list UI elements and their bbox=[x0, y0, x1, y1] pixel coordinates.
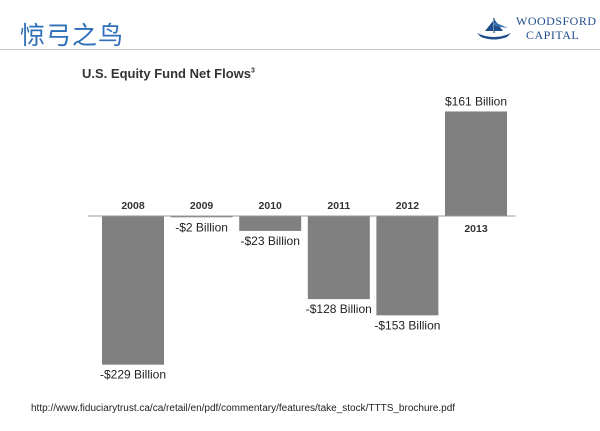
year-label-2013: 2013 bbox=[464, 223, 488, 235]
bar-2009 bbox=[170, 216, 233, 218]
value-label-2011: -$128 Billion bbox=[306, 302, 372, 316]
net-flows-bar-chart: 2008 -$229 Billion 2009 -$2 Billion 2010 -$23… bbox=[88, 94, 516, 382]
year-label-2010: 2010 bbox=[259, 200, 283, 212]
year-label-2012: 2012 bbox=[396, 200, 420, 212]
slide-title: 惊弓之鸟 bbox=[20, 21, 125, 50]
value-label-2008: -$229 Billion bbox=[100, 368, 166, 382]
source-url: http://www.fiduciarytrust.ca/ca/retail/e… bbox=[31, 403, 456, 414]
value-label-2013: $161 Billion bbox=[445, 94, 507, 108]
ship-logo-icon bbox=[477, 18, 511, 40]
bar-2008 bbox=[102, 216, 164, 365]
header-divider bbox=[0, 49, 600, 50]
bar-2013 bbox=[445, 111, 507, 216]
bar-2011 bbox=[307, 216, 370, 300]
year-label-2011: 2011 bbox=[327, 200, 350, 212]
company-logo: WOODSFORD CAPITAL bbox=[474, 14, 596, 46]
logo-subtitle: CAPITAL bbox=[526, 28, 580, 42]
value-label-2012: -$153 Billion bbox=[374, 318, 440, 332]
chart-title: U.S. Equity Fund Net Flows3 bbox=[82, 66, 255, 81]
bar-2010 bbox=[239, 216, 302, 231]
value-label-2009: -$2 Billion bbox=[175, 220, 228, 234]
bar-2012 bbox=[376, 216, 439, 316]
logo-name: WOODSFORD bbox=[516, 14, 597, 28]
value-label-2010: -$23 Billion bbox=[241, 234, 300, 248]
year-label-2008: 2008 bbox=[121, 200, 145, 212]
chart-title-text: U.S. Equity Fund Net Flows bbox=[82, 66, 251, 81]
chart-title-footnote: 3 bbox=[251, 67, 255, 75]
year-label-2009: 2009 bbox=[190, 200, 214, 212]
